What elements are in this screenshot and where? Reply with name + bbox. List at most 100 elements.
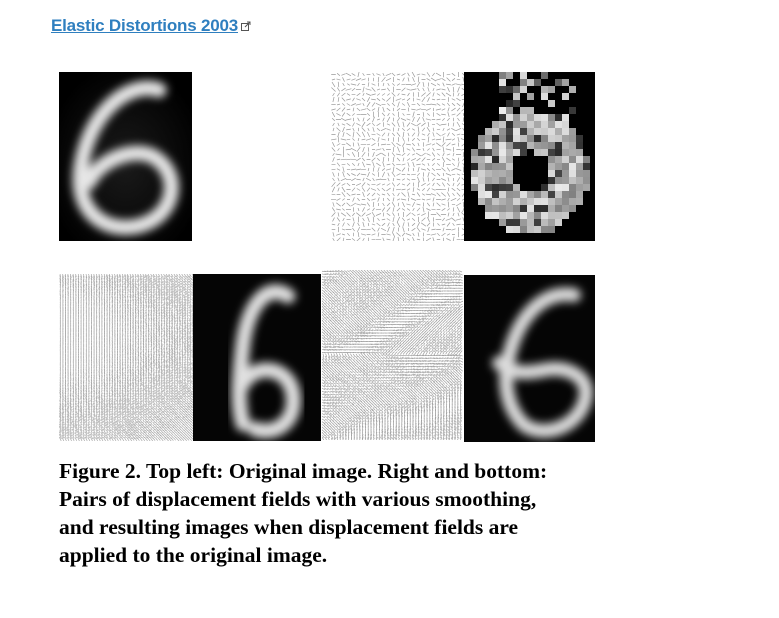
displacement-vector xyxy=(173,382,177,387)
displacement-vector xyxy=(173,296,176,301)
displacement-vector xyxy=(77,288,80,293)
displacement-vector xyxy=(103,436,106,441)
displacement-vector xyxy=(134,311,137,318)
displacement-vector xyxy=(139,281,142,285)
noise-pixel xyxy=(555,163,562,170)
displacement-vector xyxy=(391,285,396,291)
displacement-vector xyxy=(184,351,186,355)
displacement-vector xyxy=(355,272,359,276)
displacement-vector xyxy=(432,87,435,92)
displacement-vector xyxy=(126,397,130,403)
displacement-vector xyxy=(411,292,415,296)
displacement-vector xyxy=(129,282,132,289)
displacement-vector xyxy=(111,365,114,372)
displacement-vector xyxy=(108,382,111,387)
displacement-vector xyxy=(163,283,166,288)
displacement-vector xyxy=(189,337,192,344)
displacement-vector xyxy=(114,398,116,402)
displacement-vector xyxy=(377,167,380,172)
displacement-vector xyxy=(462,76,464,83)
displacement-vector xyxy=(186,327,189,333)
displacement-vector xyxy=(137,335,140,341)
displacement-vector xyxy=(340,158,347,161)
displacement-vector xyxy=(372,291,376,297)
displacement-vector xyxy=(186,335,189,341)
displacement-vector xyxy=(183,306,187,312)
displacement-vector xyxy=(142,356,145,361)
displacement-vector xyxy=(173,350,176,356)
displacement-vector xyxy=(75,274,77,278)
displacement-vector xyxy=(157,434,161,439)
displacement-vector xyxy=(349,272,353,276)
displacement-vector xyxy=(445,218,452,221)
displacement-vector xyxy=(329,296,334,302)
displacement-vector xyxy=(425,284,429,287)
displacement-vector xyxy=(163,437,166,441)
displacement-vector xyxy=(371,173,376,176)
displacement-vector xyxy=(142,429,145,434)
displacement-vector xyxy=(111,371,114,377)
displacement-vector xyxy=(147,411,150,415)
displacement-vector xyxy=(134,274,137,278)
displacement-vector xyxy=(329,270,334,273)
displacement-vector xyxy=(431,138,436,141)
displacement-vector xyxy=(376,118,381,121)
displacement-vector xyxy=(64,421,67,426)
displacement-vector xyxy=(363,277,367,282)
displacement-vector xyxy=(167,421,172,426)
displacement-vector xyxy=(444,272,449,276)
displacement-vector xyxy=(452,162,455,167)
displacement-vector xyxy=(142,366,145,372)
displacement-vector xyxy=(165,280,169,286)
displacement-vector xyxy=(75,278,77,283)
displacement-vector xyxy=(171,304,173,309)
displacement-vector xyxy=(179,343,181,348)
displacement-vector xyxy=(417,172,420,177)
displacement-vector xyxy=(95,426,99,432)
displacement-vector xyxy=(114,286,116,291)
displacement-vector xyxy=(427,148,430,151)
displacement-vector xyxy=(357,137,360,142)
displacement-vector xyxy=(188,376,192,382)
displacement-vector xyxy=(406,203,411,206)
noise-pixel xyxy=(499,142,506,149)
noise-pixel xyxy=(485,149,492,156)
displacement-vector xyxy=(362,117,365,122)
displacement-vector xyxy=(183,321,187,328)
displacement-vector xyxy=(124,384,127,390)
displacement-vector xyxy=(396,198,401,201)
noise-pixel xyxy=(583,184,590,191)
displacement-vector xyxy=(400,272,404,277)
displacement-vector xyxy=(382,82,385,87)
displacement-vector xyxy=(189,314,192,319)
displacement-vector xyxy=(332,288,337,294)
displacement-vector xyxy=(140,343,142,348)
displacement-vector xyxy=(399,288,405,294)
displacement-vector xyxy=(97,418,101,424)
displacement-vector xyxy=(338,294,342,299)
displacement-vector xyxy=(176,298,179,304)
displacement-vector xyxy=(145,366,148,372)
displacement-vector xyxy=(391,291,396,296)
displacement-vector xyxy=(176,317,179,322)
displacement-vector xyxy=(168,298,171,305)
displacement-vector xyxy=(352,212,355,217)
displacement-vector xyxy=(331,111,336,118)
elastic-distortions-link[interactable]: Elastic Distortions 2003 xyxy=(51,16,251,37)
displacement-vector xyxy=(150,283,153,289)
displacement-vector xyxy=(346,122,351,127)
displacement-vector xyxy=(82,280,85,287)
displacement-vector xyxy=(72,419,75,423)
displacement-vector xyxy=(132,379,135,385)
displacement-vector xyxy=(341,233,346,236)
noise-pixel xyxy=(471,163,478,170)
displacement-vector xyxy=(386,288,390,294)
displacement-vector xyxy=(175,395,179,400)
noise-pixel xyxy=(562,198,569,205)
displacement-vector xyxy=(356,146,361,153)
displacement-vector xyxy=(134,364,137,369)
displacement-vector xyxy=(170,358,174,365)
noise-pixel xyxy=(562,191,569,198)
displacement-vector xyxy=(381,152,386,157)
displacement-vector xyxy=(129,293,132,299)
